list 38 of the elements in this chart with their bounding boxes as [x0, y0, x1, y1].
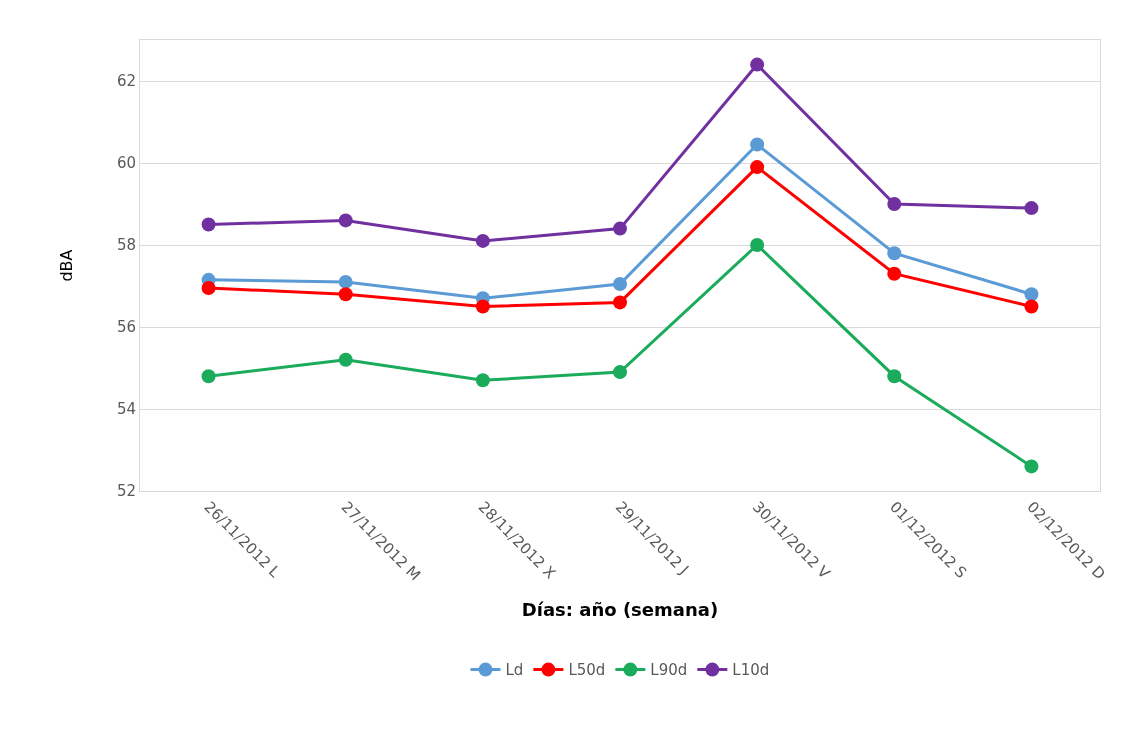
y-tick-label: 62: [116, 72, 136, 91]
y-axis-title: dBA: [56, 249, 76, 282]
point: [1024, 299, 1039, 314]
point: [338, 274, 353, 289]
point: [750, 137, 765, 152]
point: [613, 276, 627, 291]
y-tick-label: 58: [116, 236, 136, 255]
point: [201, 217, 216, 232]
legend-label: L90d: [650, 661, 688, 680]
y-tick-label: 54: [116, 400, 136, 419]
point: [750, 238, 765, 252]
point: [475, 373, 490, 388]
point: [1024, 459, 1039, 474]
point: [887, 246, 902, 261]
point: [475, 299, 490, 314]
point: [1024, 201, 1039, 216]
point: [887, 369, 902, 384]
legend-label: L10d: [732, 661, 770, 680]
point: [201, 281, 216, 296]
x-axis-title: Días: año (semana): [521, 599, 719, 621]
point: [750, 57, 765, 72]
legend-label: Ld: [505, 661, 524, 680]
point: [475, 233, 490, 248]
point: [201, 369, 216, 384]
y-tick-label: 60: [116, 154, 136, 173]
point: [887, 197, 902, 211]
point: [613, 221, 627, 236]
point: [613, 365, 627, 380]
point: [613, 295, 627, 310]
legend-label: L50d: [568, 661, 606, 680]
point: [1024, 287, 1039, 302]
y-tick-label: 56: [116, 318, 136, 337]
point: [338, 352, 353, 367]
point: [750, 160, 765, 175]
y-tick-label: 52: [116, 482, 136, 501]
point: [338, 213, 353, 228]
point: [887, 266, 902, 281]
point: [338, 287, 353, 302]
